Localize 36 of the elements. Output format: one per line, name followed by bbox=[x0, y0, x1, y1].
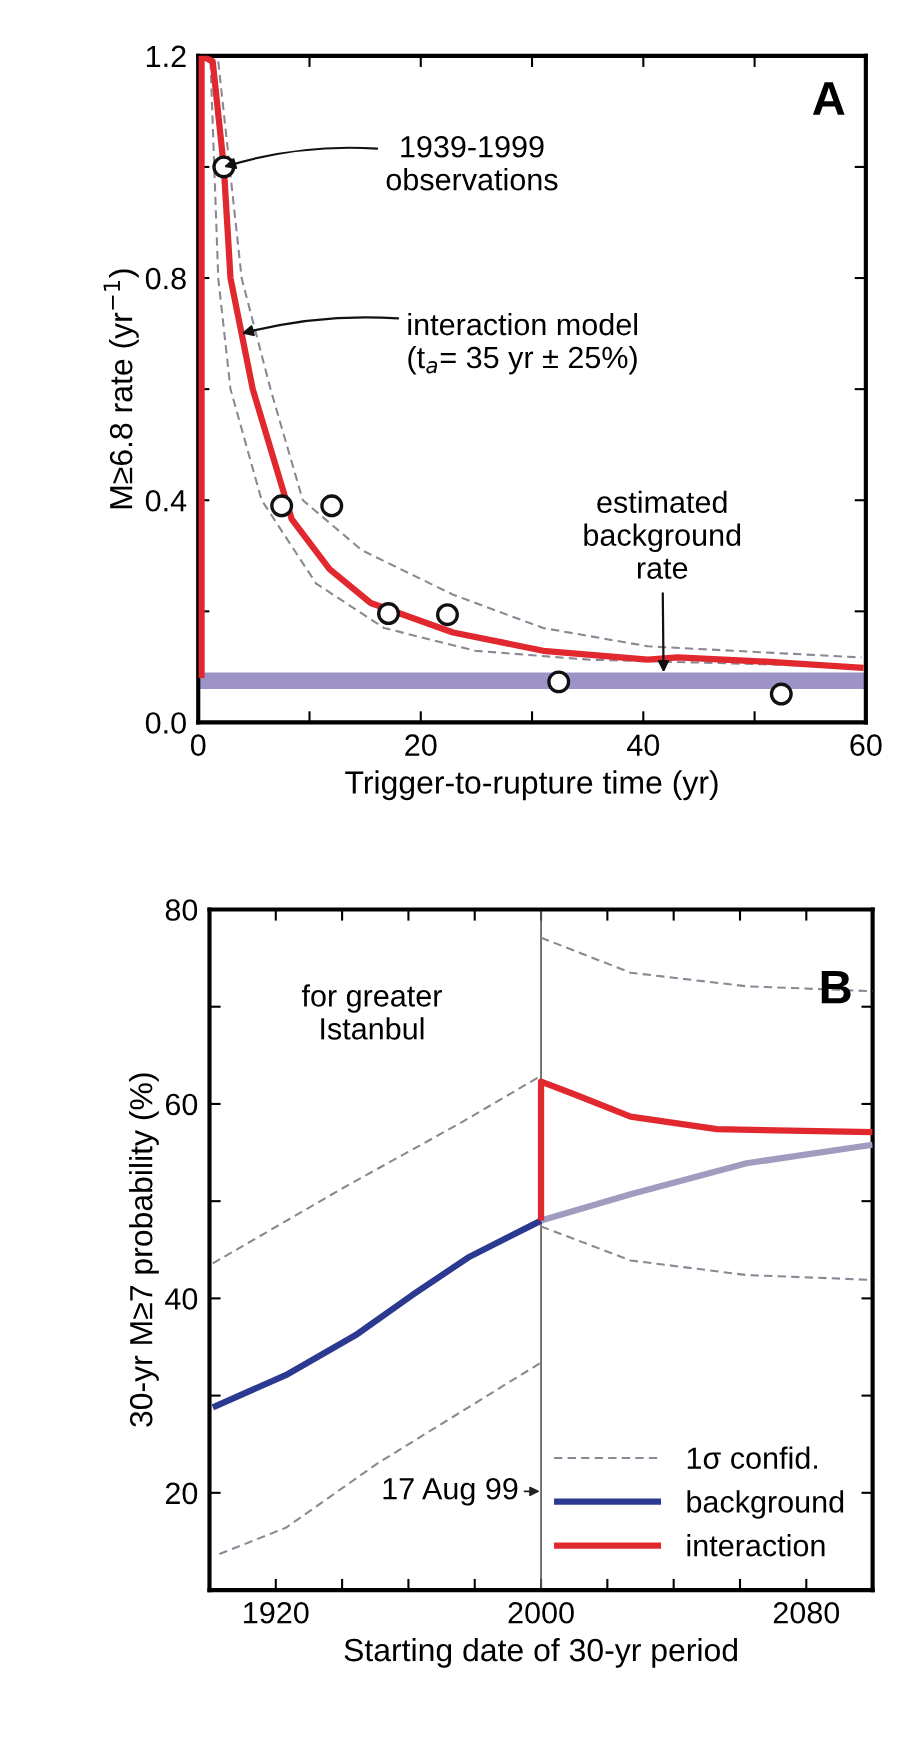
legend-label: background bbox=[687, 1490, 844, 1519]
x-axis-title: Starting date of 30-yr period bbox=[344, 1637, 737, 1668]
x-tick-label: 60 bbox=[850, 734, 882, 756]
x-tick-label: 2080 bbox=[773, 1601, 840, 1624]
x-tick-label: 40 bbox=[627, 734, 660, 756]
annotation: interaction model (t$_{a}$= 35 yr ± 25%) bbox=[408, 312, 637, 375]
x-tick-label: 0 bbox=[190, 734, 206, 756]
y-axis-title: 30-yr M≥7 probability (%) bbox=[129, 1073, 159, 1427]
y-tick-label: 0.4 bbox=[145, 489, 187, 512]
annotation: A bbox=[812, 82, 845, 115]
band-label: estimated background rate bbox=[584, 490, 741, 579]
y-tick-label: 80 bbox=[165, 899, 198, 921]
y-tick-label: 60 bbox=[165, 1093, 198, 1116]
annotation: for greater Istanbul bbox=[301, 984, 442, 1040]
annotation: 1939-1999 observations bbox=[386, 135, 558, 191]
x-tick-label: 1920 bbox=[244, 1601, 309, 1624]
legend-label: 1σ confid. bbox=[687, 1446, 818, 1469]
point bbox=[435, 603, 459, 627]
point bbox=[547, 670, 571, 694]
x-tick-label: 2000 bbox=[508, 1601, 574, 1624]
y-tick-label: 0.0 bbox=[145, 712, 186, 734]
point bbox=[270, 494, 294, 518]
x-axis-title: Trigger-to-rupture time (yr) bbox=[345, 770, 718, 801]
y-tick-label: 1.2 bbox=[146, 45, 186, 67]
x-tick-label: 20 bbox=[405, 734, 437, 756]
line-series bbox=[218, 1361, 543, 1556]
ref-line-label: 17 Aug 99 bbox=[383, 1477, 518, 1506]
y-tick-label: 40 bbox=[165, 1288, 198, 1310]
y-tick-label: 20 bbox=[165, 1482, 198, 1505]
point bbox=[769, 682, 793, 706]
point bbox=[377, 602, 400, 626]
y-axis-title: M≥6.8 rate (yr$^{−1}$) bbox=[103, 269, 139, 509]
y-tick-label: 0.8 bbox=[145, 267, 186, 290]
point bbox=[320, 494, 344, 518]
annotation: B bbox=[821, 970, 851, 1004]
legend-label: interaction bbox=[687, 1534, 825, 1557]
